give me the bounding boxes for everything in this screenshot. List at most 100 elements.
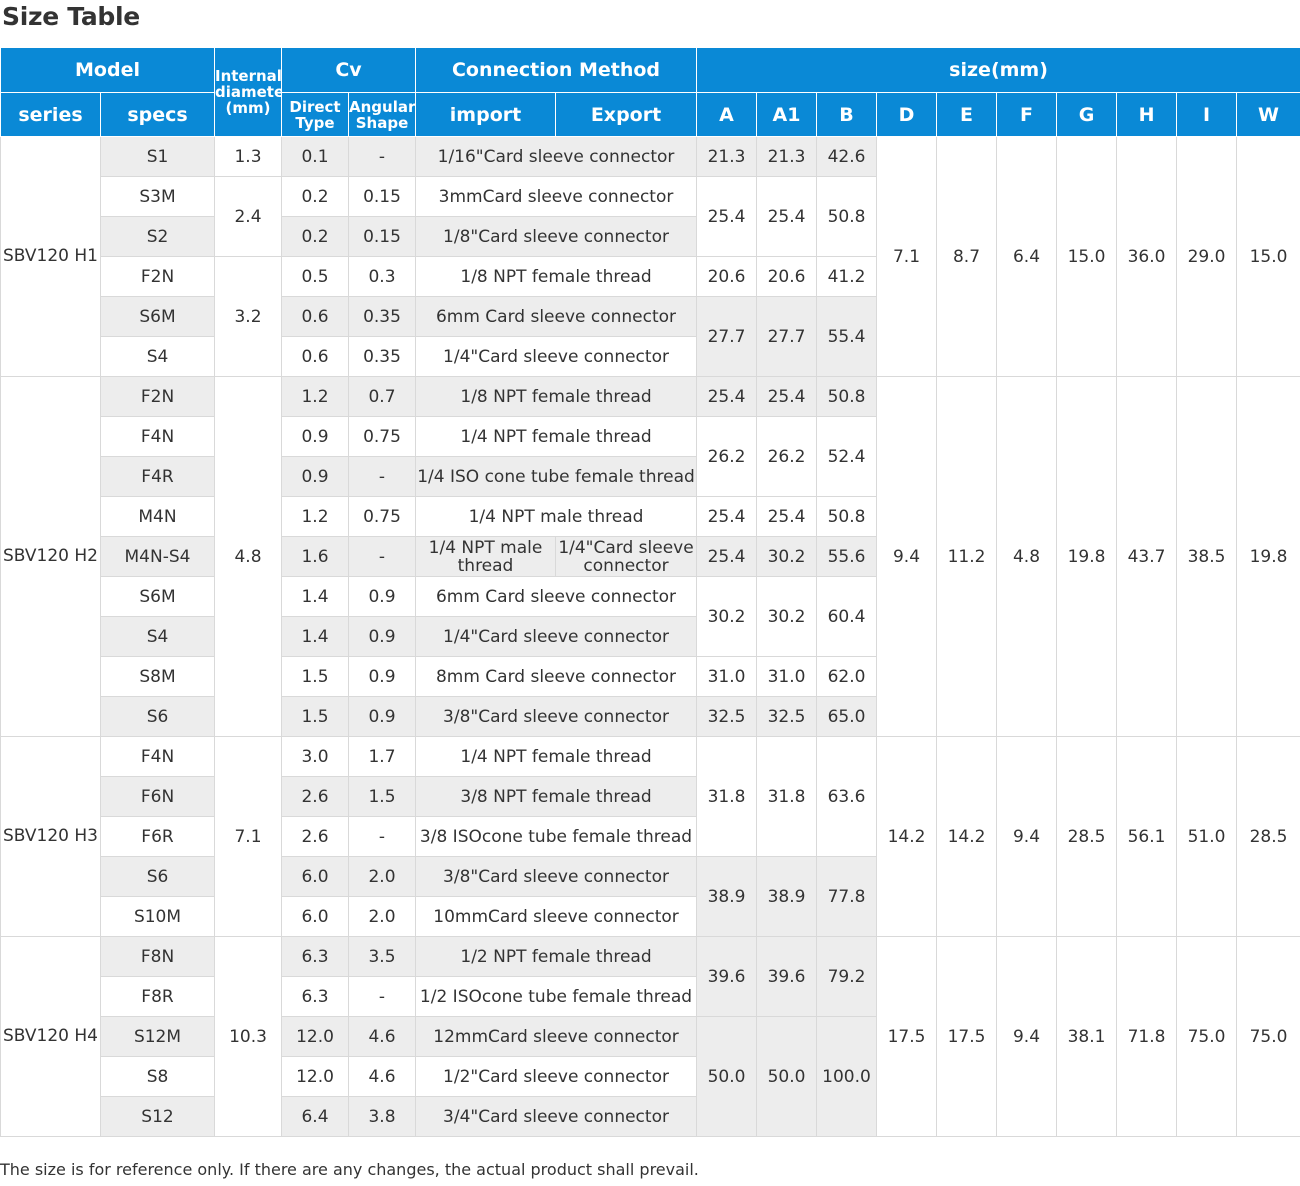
dim-b-cell: 79.2	[816, 936, 878, 1017]
connection-cell: 1/8 NPT female thread	[414, 376, 698, 417]
dim-b-cell: 41.2	[816, 256, 878, 297]
dim-a1-cell: 25.4	[756, 376, 818, 417]
angular-shape-cell: 0.9	[348, 656, 416, 697]
spec-cell: S4	[100, 616, 215, 657]
dim-b-cell: 50.8	[816, 376, 878, 417]
spec-cell: S6M	[100, 576, 215, 617]
connection-cell: 1/4 NPT female thread	[414, 736, 698, 777]
direct-type-cell: 6.0	[281, 856, 349, 897]
dim-g-cell: 19.8	[1056, 376, 1118, 737]
table-row: F6N 2.6 1.5 3/8 NPT female thread	[1, 776, 1300, 817]
direct-type-cell: 0.1	[281, 136, 349, 177]
dim-a1-cell: 50.0	[756, 1016, 818, 1137]
spec-cell: F2N	[100, 376, 215, 417]
dim-a1-cell: 31.0	[756, 656, 818, 697]
dim-b-cell: 55.6	[816, 536, 878, 577]
angular-shape-cell: 0.35	[348, 296, 416, 337]
connection-cell: 3/8"Card sleeve connector	[414, 856, 698, 897]
internal-diameter-cell: 10.3	[214, 936, 282, 1137]
dim-a1-cell: 38.9	[756, 856, 818, 937]
dim-a1-cell: 32.5	[756, 696, 818, 737]
table-row: S2 0.2 0.15 1/8"Card sleeve connector	[1, 216, 1300, 257]
spec-cell: S6M	[100, 296, 215, 337]
table-row: SBV120 H4 F8N 10.3 6.3 3.5 1/2 NPT female thr…	[0, 936, 1300, 1137]
direct-type-cell: 0.9	[281, 416, 349, 457]
dim-a-cell: 21.3	[696, 136, 758, 177]
angular-shape-cell: -	[348, 136, 416, 177]
dim-d-cell: 9.4	[876, 376, 938, 737]
table-row: F8R 6.3-1/2 ISOcone tube female thread	[1, 976, 1300, 1017]
dim-e-cell: 17.5	[936, 936, 998, 1137]
table-row: S12 6.4 3.8 3/4"Card sleeve connector	[1, 1096, 1300, 1137]
table-row: F2N 3.2 0.5 0.3 1/8 NPT female thread 20.6 20.…	[1, 256, 1300, 377]
table-row: F4N 0.9 0.75 1/4 NPT female thread 26.2 26.2 5…	[1, 416, 1300, 497]
direct-type-cell: 0.5	[281, 256, 349, 297]
direct-type-cell: 0.2	[281, 216, 349, 257]
dim-b-cell: 42.6	[816, 136, 878, 177]
dim-h-cell: 56.1	[1116, 736, 1178, 937]
spec-cell: S1	[100, 136, 215, 177]
dim-w-cell: 15.0	[1236, 136, 1300, 377]
angular-shape-cell: -	[348, 536, 416, 577]
dim-g-cell: 38.1	[1056, 936, 1118, 1137]
dim-f-cell: 9.4	[996, 736, 1058, 937]
angular-shape-cell: -	[348, 456, 416, 497]
dim-i-cell: 51.0	[1176, 736, 1238, 937]
table-row: S6 1.5 0.9 3/8"Card sleeve connector 32.5 32.…	[1, 696, 1300, 737]
internal-diameter-cell: 4.8	[214, 376, 282, 737]
dim-b-cell: 100.0	[816, 1016, 878, 1137]
connection-cell: 1/2"Card sleeve connector	[414, 1056, 698, 1097]
angular-shape-cell: 0.15	[348, 216, 416, 257]
table-row: SBV120 H1 S1 1.3 0.1-1/16"Card sleeve conne…	[0, 136, 1300, 377]
connection-cell: 1/2 NPT female thread	[414, 936, 698, 977]
connection-cell: 8mm Card sleeve connector	[414, 656, 698, 697]
connection-cell: 1/2 ISOcone tube female thread	[414, 976, 698, 1017]
angular-shape-cell: 2.0	[348, 856, 416, 897]
header-import: import	[415, 92, 556, 137]
internal-diameter-cell: 1.3	[214, 136, 282, 177]
series-name-cell: SBV120 H1	[0, 136, 101, 377]
header-export: Export	[554, 92, 698, 137]
series-name-cell: SBV120 H3	[0, 736, 101, 937]
dim-a-cell: 25.4	[696, 536, 758, 577]
dim-a1-cell: 30.2	[756, 576, 818, 657]
direct-type-cell: 0.6	[281, 296, 349, 337]
spec-cell: S6	[100, 856, 215, 897]
dim-e-cell: 8.7	[936, 136, 998, 377]
header-angular-shape: Angular Shape	[348, 92, 416, 137]
connection-cell: 1/8"Card sleeve connector	[414, 216, 698, 257]
spec-cell: F4R	[100, 456, 215, 497]
table-row: SBV120 H2 F2N 4.8 1.2 0.7 1/8 NPT female thre…	[0, 376, 1300, 737]
header-dim-b: B	[816, 92, 878, 137]
dim-e-cell: 14.2	[936, 736, 998, 937]
spec-cell: S8M	[100, 656, 215, 697]
direct-type-cell: 6.4	[281, 1096, 349, 1137]
dim-a1-cell: 27.7	[756, 296, 818, 377]
connection-cell: 3/8 NPT female thread	[414, 776, 698, 817]
header-series: series	[0, 92, 101, 137]
dim-f-cell: 9.4	[996, 936, 1058, 1137]
spec-cell: F2N	[100, 256, 215, 297]
dim-g-cell: 15.0	[1056, 136, 1118, 377]
dim-b-cell: 62.0	[816, 656, 878, 697]
angular-shape-cell: 0.9	[348, 576, 416, 617]
header-dim-a1: A1	[756, 92, 818, 137]
spec-cell: F4N	[100, 416, 215, 457]
table-row: S6M 0.6 0.35 6mm Card sleeve connector 27.7 2…	[1, 296, 1300, 377]
direct-type-cell: 2.6	[281, 816, 349, 857]
table-row: M4N 1.2 0.75 1/4 NPT male thread 25.4 25.4 50.…	[1, 496, 1300, 537]
dim-g-cell: 28.5	[1056, 736, 1118, 937]
header-dim-g: G	[1056, 92, 1118, 137]
angular-shape-cell: -	[348, 816, 416, 857]
direct-type-cell: 0.2	[281, 176, 349, 217]
dim-i-cell: 29.0	[1176, 136, 1238, 377]
angular-shape-cell: 0.7	[348, 376, 416, 417]
angular-shape-cell: 3.8	[348, 1096, 416, 1137]
header-dim-f: F	[996, 92, 1058, 137]
connection-cell: 1/4 ISO cone tube female thread	[414, 456, 698, 497]
dim-h-cell: 43.7	[1116, 376, 1178, 737]
dim-a-cell: 26.2	[696, 416, 758, 497]
connection-cell: 1/4"Card sleeve connector	[414, 336, 698, 377]
angular-shape-cell: 0.15	[348, 176, 416, 217]
table-row: S6 6.0 2.0 3/8"Card sleeve connector 38.9 38.…	[1, 856, 1300, 937]
